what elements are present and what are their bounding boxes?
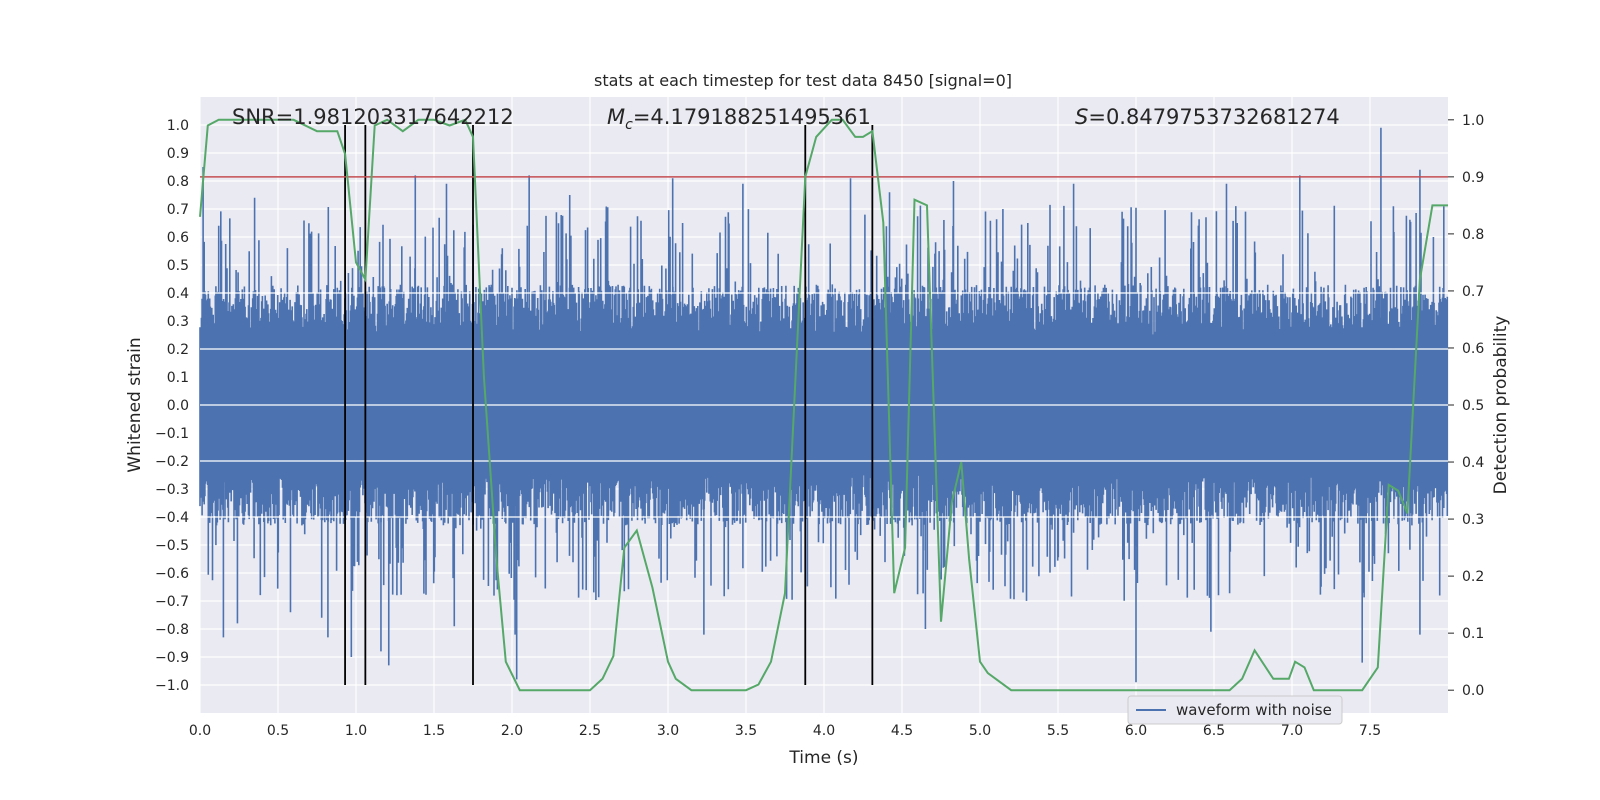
y2-tick-label: 0.4 [1462,455,1484,471]
y2-axis-label: Detection probability [1491,316,1511,495]
x-tick-label: 1.0 [345,723,367,739]
y-tick-label: 0.2 [167,342,189,358]
mc-symbol: M [607,105,625,129]
x-tick-label: 0.0 [189,723,211,739]
y-tick-label: 0.0 [167,398,189,414]
x-tick-label: 6.5 [1203,723,1225,739]
x-tick-label: 3.5 [735,723,757,739]
y2-tick-label: 0.0 [1462,683,1484,699]
y-tick-label: 0.4 [167,286,189,302]
y-tick-label: 0.3 [167,314,189,330]
legend-entry: waveform with noise [1176,701,1332,719]
mc-annotation: Mc=4.179188251495361 [607,105,871,133]
y-tick-label: −0.3 [155,482,189,498]
x-tick-label: 6.0 [1125,723,1147,739]
x-tick-label: 4.5 [891,723,913,739]
y2-tick-label: 0.5 [1462,398,1484,414]
x-axis-label: Time (s) [788,748,858,768]
mc-subscript: c [625,117,633,133]
x-tick-label: 0.5 [267,723,289,739]
mc-value: =4.179188251495361 [633,105,871,129]
x-tick-label: 2.5 [579,723,601,739]
s-annotation: S=0.8479753732681274 [1075,105,1340,129]
y2-tick-label: 0.1 [1462,626,1484,642]
vertical-markers [344,125,874,685]
y2-tick-labels: 1.0 0.9 0.8 0.7 0.6 0.5 0.4 0.3 0.2 0.1 0.0 [1448,113,1484,699]
s-value: =0.8479753732681274 [1088,105,1339,129]
x-tick-label: 7.0 [1281,723,1303,739]
y-tick-label: −0.1 [155,426,189,442]
y-tick-label: −0.8 [155,622,189,638]
y2-tick-label: 0.8 [1462,227,1484,243]
probability-line [199,118,1448,692]
y-tick-label: 0.9 [167,146,189,162]
x-tick-labels: 0.0 0.5 1.0 1.5 2.0 2.5 3.0 3.5 4.0 4.5 5.0 5.5 6.0 6… [189,723,1381,739]
x-tick-label: 4.0 [813,723,835,739]
y2-tick-label: 0.6 [1462,341,1484,357]
chart-title: stats at each timestep for test data 845… [594,71,1012,90]
y-tick-label: −0.6 [155,566,189,582]
y-tick-label: 0.1 [167,370,189,386]
waveform-series [199,127,1449,683]
y-tick-label: −1.0 [155,678,189,694]
y-tick-label: 0.8 [167,174,189,190]
y2-tick-label: 0.2 [1462,569,1484,585]
y-tick-label: −0.7 [155,594,189,610]
x-tick-label: 7.5 [1359,723,1381,739]
y2-tick-label: 1.0 [1462,113,1484,129]
y-tick-label: −0.5 [155,538,189,554]
y-tick-label: −0.4 [155,510,189,526]
y-tick-label: 0.6 [167,230,189,246]
x-tick-label: 5.0 [969,723,991,739]
snr-annotation: SNR=1.981203317642212 [232,105,514,129]
x-tick-label: 5.5 [1047,723,1069,739]
y-tick-label: −0.2 [155,454,189,470]
y-axis-label: Whitened strain [125,337,145,472]
y-tick-label: 1.0 [167,118,189,134]
legend-box [1127,695,1343,725]
legend: waveform with noise [1127,695,1343,725]
y-tick-label: 0.7 [167,202,189,218]
s-symbol: S [1075,105,1088,129]
probability-series [199,118,1448,692]
y2-tick-label: 0.7 [1462,284,1484,300]
x-tick-label: 3.0 [657,723,679,739]
y-tick-labels: 1.0 0.9 0.8 0.7 0.6 0.5 0.4 0.3 0.2 0.1 0.0 −0.1 −0.… [155,118,189,694]
y2-tick-label: 0.3 [1462,512,1484,528]
y-tick-label: −0.9 [155,650,189,666]
y2-tick-label: 0.9 [1462,170,1484,186]
x-tick-label: 2.0 [501,723,523,739]
y-tick-label: 0.5 [167,258,189,274]
x-tick-label: 1.5 [423,723,445,739]
